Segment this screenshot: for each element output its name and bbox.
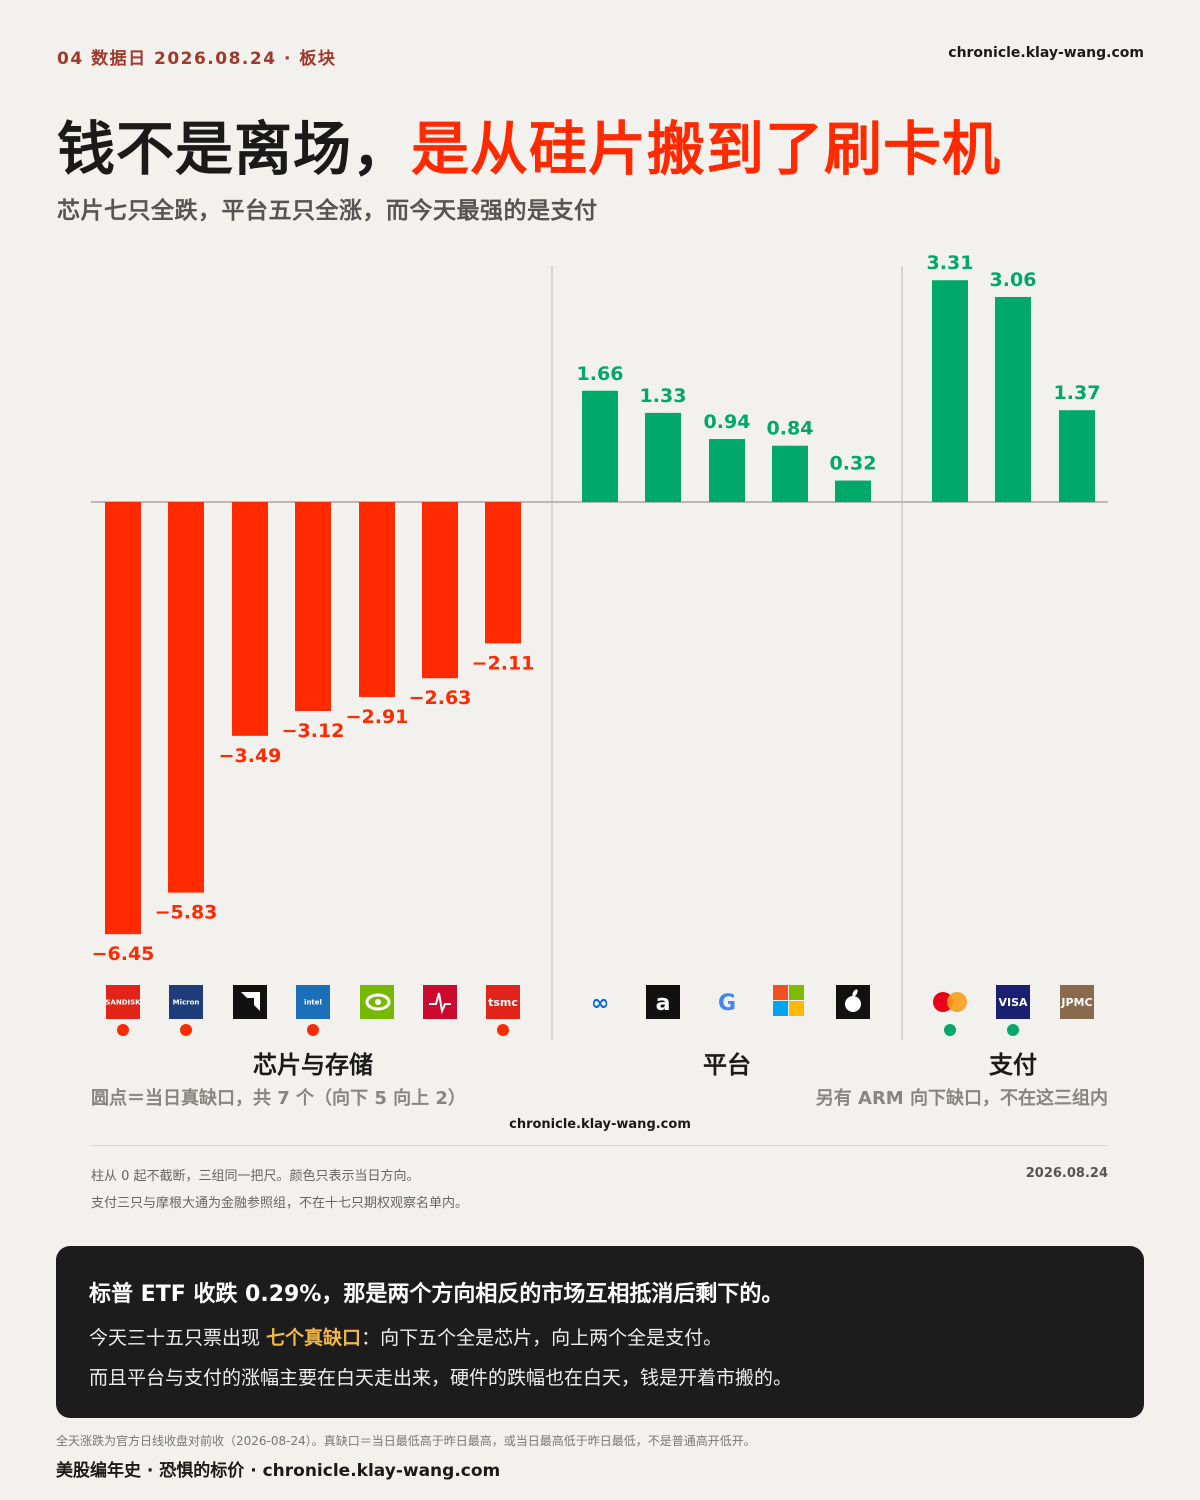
bar-sandisk bbox=[105, 502, 141, 935]
value-label-amd: −3.49 bbox=[219, 745, 282, 767]
method-note-1: 柱从 0 起不截断，三组同一把尺。颜色只表示当日方向。 bbox=[91, 1169, 420, 1184]
callout-line-2-post: ：向下五个全是芯片，向上两个全是支付。 bbox=[361, 1327, 723, 1349]
value-label-sandisk: −6.45 bbox=[92, 943, 155, 965]
value-label-jpmorgan: 1.37 bbox=[1054, 382, 1101, 404]
visa-logo-icon bbox=[996, 985, 1030, 1019]
meta-logo-icon: ∞ bbox=[591, 991, 609, 1016]
micron-logo-icon bbox=[169, 985, 203, 1019]
bar-google bbox=[709, 439, 745, 502]
value-label-tsmc: −2.11 bbox=[472, 652, 535, 674]
sandisk-logo-icon: SANDISK bbox=[105, 999, 141, 1007]
group-label-chips: 芯片与存储 bbox=[253, 1051, 373, 1079]
bar-visa bbox=[995, 296, 1031, 502]
arm-note: 另有 ARM 向下缺口，不在这三组内 bbox=[815, 1088, 1108, 1109]
visa-logo-icon: VISA bbox=[998, 996, 1028, 1009]
bar-broadcom bbox=[422, 502, 458, 679]
eyebrow: 04 数据日 2026.08.24 · 板块 bbox=[57, 49, 337, 69]
bar-meta bbox=[582, 390, 618, 502]
gap-dot-note: 圆点＝当日真缺口，共 7 个（向下 5 向上 2） bbox=[91, 1088, 466, 1109]
value-label-google: 0.94 bbox=[704, 411, 751, 433]
microsoft-logo-icon bbox=[773, 985, 788, 1000]
value-label-visa: 3.06 bbox=[990, 269, 1037, 291]
bar-amazon bbox=[645, 412, 681, 502]
value-label-meta: 1.66 bbox=[577, 363, 624, 385]
data-date: 2026.08.24 bbox=[1025, 1166, 1108, 1181]
true-gap-dot bbox=[944, 1024, 956, 1036]
google-logo-icon: G bbox=[718, 991, 736, 1016]
sector-bar-chart: −6.45 SANDISK −5.83 Micron −3.49−3.12 intel −2… bbox=[91, 252, 1108, 1040]
callout-line-2-pre: 今天三十五只票出现 bbox=[89, 1327, 267, 1349]
value-label-amazon: 1.33 bbox=[640, 385, 687, 407]
page-subtitle: 芯片七只全跌，平台五只全涨，而今天最强的是支付 bbox=[57, 198, 598, 224]
divider bbox=[91, 1145, 1108, 1146]
value-label-mastercard: 3.31 bbox=[927, 252, 974, 274]
intel-logo-icon bbox=[296, 985, 330, 1019]
title-black: 钱不是离场， bbox=[57, 115, 412, 183]
value-label-intel: −3.12 bbox=[282, 720, 345, 742]
mastercard-logo-icon bbox=[933, 992, 953, 1012]
true-gap-dot bbox=[117, 1024, 129, 1036]
true-gap-dot bbox=[307, 1024, 319, 1036]
amd-logo-icon bbox=[233, 985, 267, 1019]
footnote: 全天涨跌为官方日线收盘对前收（2026-08-24）。真缺口＝当日最低高于昨日最… bbox=[56, 1434, 756, 1448]
bar-apple bbox=[835, 480, 871, 502]
value-label-microsoft: 0.84 bbox=[767, 418, 814, 440]
microsoft-logo-icon bbox=[789, 985, 804, 1000]
footer-brand: 美股编年史 · 恐惧的标价 · chronicle.klay-wang.com bbox=[56, 1461, 501, 1481]
bar-jpmorgan bbox=[1059, 410, 1095, 502]
tsmc-logo-icon bbox=[486, 985, 520, 1019]
bar-amd bbox=[232, 502, 268, 736]
callout-line-1: 标普 ETF 收跌 0.29%，那是两个方向相反的市场互相抵消后剩下的。 bbox=[89, 1282, 784, 1307]
microsoft-logo-icon bbox=[773, 1001, 788, 1016]
title-red: 是从硅片搬到了刷卡机 bbox=[411, 115, 1002, 183]
bar-tsmc bbox=[485, 502, 521, 644]
method-note-2: 支付三只与摩根大通为金融参照组，不在十七只期权观察名单内。 bbox=[91, 1196, 469, 1211]
true-gap-dot bbox=[1007, 1024, 1019, 1036]
page-title: 钱不是离场，是从硅片搬到了刷卡机 bbox=[57, 102, 1001, 186]
callout-line-2: 今天三十五只票出现 七个真缺口：向下五个全是芯片，向上两个全是支付。 bbox=[89, 1323, 722, 1350]
sandisk-logo-icon bbox=[106, 985, 140, 1019]
amazon-logo-icon bbox=[646, 985, 680, 1019]
site-link-mid[interactable]: chronicle.klay-wang.com bbox=[509, 1117, 691, 1132]
site-link-top[interactable]: chronicle.klay-wang.com bbox=[948, 45, 1144, 61]
group-label-platform: 平台 bbox=[703, 1051, 751, 1079]
callout-highlight: 七个真缺口 bbox=[266, 1327, 362, 1349]
bar-micron bbox=[168, 502, 204, 893]
tsmc-logo-icon: tsmc bbox=[488, 996, 518, 1009]
amd-logo-icon bbox=[241, 992, 260, 1011]
bar-nvidia bbox=[359, 502, 395, 697]
summary-callout: 标普 ETF 收跌 0.29%，那是两个方向相反的市场互相抵消后剩下的。 今天三… bbox=[56, 1246, 1144, 1418]
bar-microsoft bbox=[772, 445, 808, 502]
intel-logo-icon: intel bbox=[304, 999, 322, 1007]
jpmorgan-logo-icon bbox=[1060, 985, 1094, 1019]
amazon-logo-icon: a bbox=[656, 991, 671, 1016]
bar-intel bbox=[295, 502, 331, 712]
apple-logo-icon bbox=[852, 989, 858, 997]
micron-logo-icon: Micron bbox=[173, 999, 200, 1007]
value-label-broadcom: −2.63 bbox=[409, 687, 472, 709]
bar-mastercard bbox=[932, 280, 968, 502]
apple-logo-icon bbox=[845, 996, 861, 1012]
group-label-payment: 支付 bbox=[989, 1051, 1037, 1079]
value-label-apple: 0.32 bbox=[830, 453, 877, 475]
true-gap-dot bbox=[180, 1024, 192, 1036]
broadcom-logo-icon bbox=[429, 992, 451, 1015]
jpmorgan-logo-icon: JPMC bbox=[1060, 996, 1092, 1009]
nvidia-logo-icon bbox=[365, 993, 391, 1011]
value-label-micron: −5.83 bbox=[155, 902, 218, 924]
microsoft-logo-icon bbox=[789, 1001, 804, 1016]
nvidia-logo-icon bbox=[375, 999, 381, 1005]
true-gap-dot bbox=[497, 1024, 509, 1036]
value-label-nvidia: −2.91 bbox=[346, 706, 409, 728]
mastercard-logo-icon bbox=[947, 992, 967, 1012]
callout-line-3: 而且平台与支付的涨幅主要在白天走出来，硬件的跌幅也在白天，钱是开着市搬的。 bbox=[89, 1367, 793, 1389]
